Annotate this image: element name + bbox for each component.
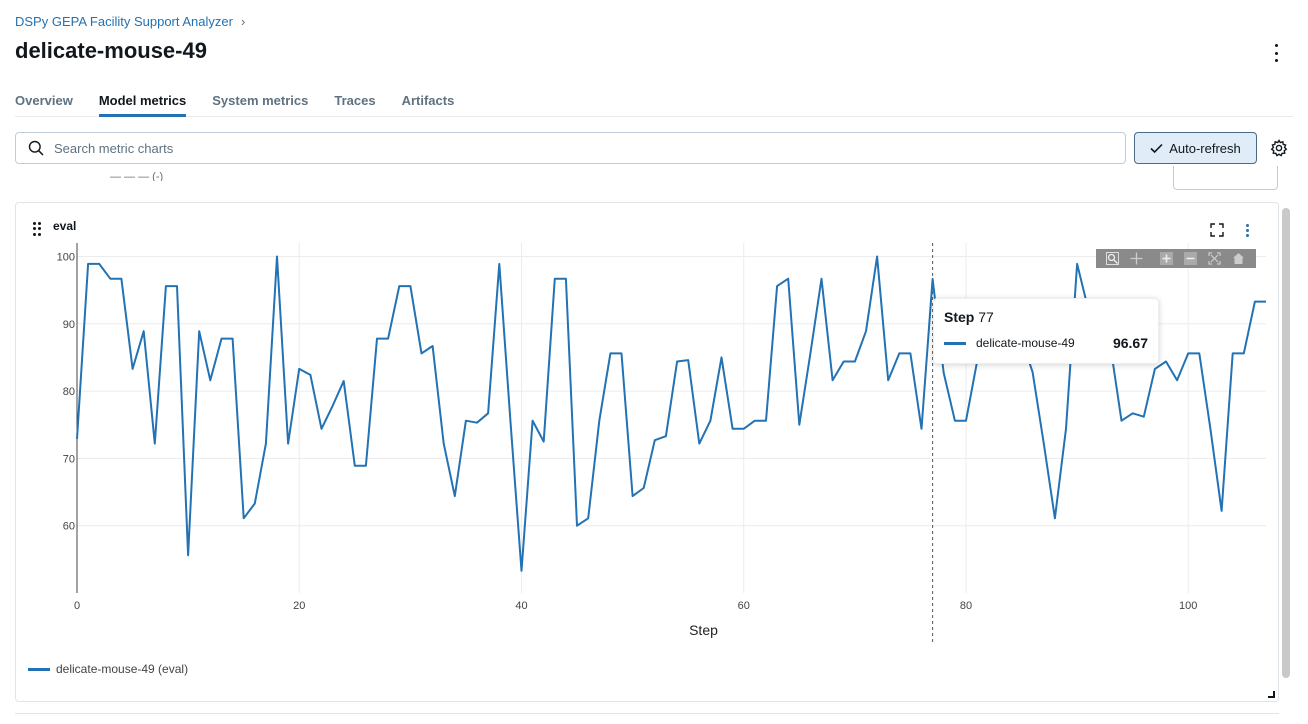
tooltip-series-swatch — [944, 341, 966, 345]
run-actions-kebab-icon[interactable] — [1270, 44, 1282, 62]
x-axis-title: Step — [689, 622, 718, 638]
x-tick-label: 0 — [74, 600, 80, 612]
x-tick-label: 80 — [960, 600, 972, 612]
tab-system-metrics[interactable]: System metrics — [212, 93, 309, 108]
scrollbar[interactable] — [1282, 208, 1290, 678]
tab-model-metrics[interactable]: Model metrics — [98, 93, 187, 117]
search-input[interactable] — [52, 139, 1125, 157]
reset-axes-icon[interactable] — [1232, 252, 1245, 265]
legend-label: delicate-mouse-49 (eval) — [56, 662, 189, 676]
hover-tooltip: Step 77 delicate-mouse-49 96.67 — [933, 298, 1159, 364]
tooltip-row: delicate-mouse-49 96.67 — [944, 335, 1148, 351]
chart-menu-kebab-icon[interactable] — [1244, 224, 1250, 237]
chart-legend-item[interactable]: delicate-mouse-49 (eval) — [28, 662, 188, 676]
chart-modebar — [1096, 249, 1256, 268]
y-tick-label: 90 — [63, 319, 75, 331]
section-header-partial: — — — (-) — [110, 171, 164, 181]
pan-icon[interactable] — [1130, 252, 1143, 265]
auto-refresh-label: Auto-refresh — [1169, 140, 1241, 156]
tab-artifacts[interactable]: Artifacts — [401, 93, 455, 108]
y-tick-label: 100 — [57, 251, 75, 263]
breadcrumb: DSPy GEPA Facility Support Analyzer › — [15, 14, 245, 29]
zoom-icon[interactable] — [1106, 252, 1119, 265]
breadcrumb-chevron-icon: › — [240, 14, 246, 29]
line-chart[interactable]: 0 20 40 60 80 100 60 70 80 90 100 Step — [16, 203, 1278, 703]
auto-refresh-button[interactable]: Auto-refresh — [1134, 132, 1257, 164]
y-tick-label: 80 — [63, 386, 75, 398]
search-metric-charts — [15, 132, 1126, 164]
section-button-partial[interactable] — [1173, 166, 1278, 190]
tab-traces[interactable]: Traces — [334, 93, 376, 108]
tooltip-run-name: delicate-mouse-49 — [976, 336, 1075, 350]
gear-icon[interactable] — [1269, 138, 1289, 158]
chart-title: eval — [53, 219, 77, 233]
zoom-in-icon[interactable] — [1160, 252, 1173, 265]
page-title: delicate-mouse-49 — [15, 38, 207, 63]
chart-card-eval: eval 0 20 40 60 80 100 60 70 80 90 100 Step Step 77… — [15, 202, 1279, 702]
tooltip-value: 96.67 — [1112, 335, 1148, 351]
expand-icon[interactable] — [1210, 223, 1224, 237]
legend-swatch — [28, 667, 50, 671]
search-icon — [28, 140, 44, 156]
tab-bar: Overview Model metrics System metrics Tr… — [15, 93, 1293, 117]
tooltip-step: Step 77 — [944, 309, 1148, 325]
series-line — [76, 255, 1266, 572]
divider — [15, 713, 1279, 714]
breadcrumb-experiment-link[interactable]: DSPy GEPA Facility Support Analyzer — [15, 14, 233, 29]
zoom-out-icon[interactable] — [1184, 252, 1197, 265]
tooltip-step-label: Step — [944, 309, 975, 325]
resize-handle-icon[interactable] — [1268, 691, 1275, 698]
autoscale-icon[interactable] — [1208, 252, 1221, 265]
x-tick-label: 20 — [293, 600, 305, 612]
y-tick-label: 60 — [63, 521, 75, 533]
x-tick-label: 60 — [738, 600, 750, 612]
tab-overview[interactable]: Overview — [15, 93, 73, 108]
x-tick-label: 40 — [515, 600, 527, 612]
drag-handle-icon[interactable] — [33, 222, 41, 236]
y-tick-label: 70 — [63, 453, 75, 465]
check-icon — [1150, 143, 1163, 153]
tooltip-step-value: 77 — [978, 309, 994, 325]
x-tick-label: 100 — [1179, 600, 1197, 612]
